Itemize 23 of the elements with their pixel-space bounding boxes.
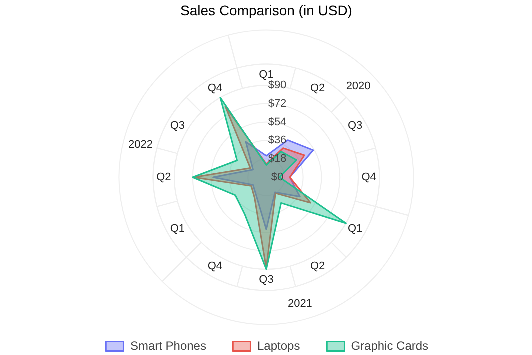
spoke-label: Q3: [348, 120, 363, 132]
y-tick-label: $54: [268, 116, 287, 128]
chart-title: Sales Comparison (in USD): [180, 2, 352, 18]
spoke-label: Q1: [348, 222, 363, 235]
legend-label: Laptops: [257, 339, 300, 353]
spoke-label: Q2: [156, 172, 172, 184]
spoke-label: Q3: [259, 274, 274, 286]
text: 2021: [288, 298, 312, 310]
spoke-label: Q4: [208, 82, 223, 95]
y-tick-label: $36: [268, 134, 287, 147]
spoke-label: Q4: [208, 260, 223, 272]
text: 2020: [346, 80, 371, 92]
legend-label: Smart Phones: [130, 339, 206, 353]
spoke-label: Q1: [170, 222, 186, 235]
spoke-label: Q2: [310, 82, 326, 95]
y-tick-label: $90: [268, 80, 287, 92]
spoke-label: Q1: [259, 68, 274, 81]
y-tick-label: $72: [268, 98, 287, 110]
spoke-label: Q4: [362, 172, 376, 184]
spoke-label: Q3: [170, 120, 186, 132]
legend-label: Graphic Cards: [351, 339, 429, 353]
text: 2022: [128, 138, 154, 151]
spoke-label: Q2: [310, 260, 326, 272]
